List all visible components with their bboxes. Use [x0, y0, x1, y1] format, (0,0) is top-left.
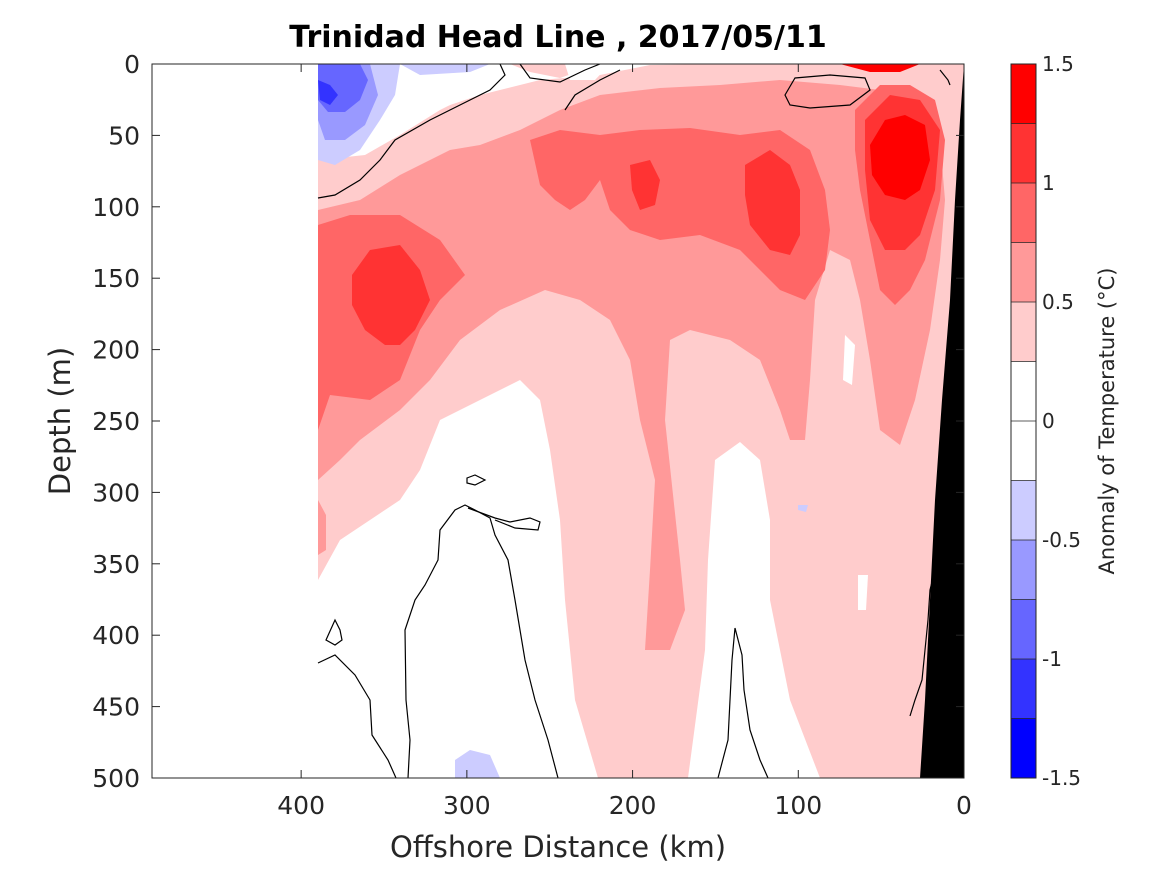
y-tick-label: 200 [92, 336, 140, 365]
zero-contour-top2 [564, 69, 621, 111]
contour-1.25-surface [840, 64, 920, 72]
y-tick-label: 450 [92, 693, 140, 722]
zero-contours [317, 64, 951, 778]
colorbar-swatch [1011, 718, 1036, 778]
zero-contour-top3 [939, 69, 951, 86]
colorbar-swatch [1011, 540, 1036, 600]
zero-contour-deep3 [467, 507, 541, 531]
y-axis-label: Depth (m) [43, 347, 77, 495]
y-axis: 0 50 100 150 200 250 300 350 400 450 500 [92, 50, 964, 793]
colorbar-swatch [1011, 64, 1036, 124]
colorbar-label: Anomaly of Temperature (°C) [1095, 268, 1119, 575]
colorbar-tick-label: -0.5 [1042, 528, 1081, 552]
x-axis-label: Offshore Distance (km) [390, 830, 726, 864]
contour-1.0-mid1 [630, 160, 660, 210]
zero-contour-small-loop [466, 474, 487, 486]
colorbar-swatch [1011, 242, 1036, 302]
colorbar-tick-label: 0 [1042, 409, 1055, 433]
y-tick-label: 350 [92, 550, 140, 579]
seafloor-mask [920, 64, 964, 778]
colorbar-swatch [1011, 659, 1036, 719]
colorbar-tick-label: -1.5 [1042, 766, 1081, 790]
x-tick-label: 400 [277, 791, 325, 820]
zero-contour-small-loop2 [325, 618, 343, 646]
zero-contour-top1 [519, 64, 601, 83]
x-tick-label: 300 [443, 791, 491, 820]
colorbar-tick-label: -1 [1042, 647, 1062, 671]
colorbar-tick-label: 1.5 [1042, 52, 1074, 76]
contour-1.0-mid2 [745, 150, 800, 255]
contour-1.0-left [352, 245, 430, 345]
chart-title: Trinidad Head Line , 2017/05/11 [289, 20, 826, 55]
zero-contour-mid [717, 627, 769, 778]
y-tick-label: 0 [124, 50, 140, 79]
colorbar-swatch [1011, 421, 1036, 481]
contour-0.5-deep-left [318, 500, 326, 555]
contour-field [318, 64, 964, 778]
zero-contour-upper-left [317, 64, 506, 199]
contour-0-gap2 [858, 575, 868, 610]
y-tick-label: 100 [92, 193, 140, 222]
colorbar-tick-label: 1 [1042, 171, 1055, 195]
y-tick-label: 500 [92, 764, 140, 793]
zero-contour-loop [784, 74, 871, 109]
colorbar-tick-label: 0.5 [1042, 290, 1074, 314]
x-tick-label: 0 [956, 791, 972, 820]
zero-contour-deep2 [404, 504, 559, 778]
y-tick-label: 150 [92, 264, 140, 293]
colorbar-ticks: 1.5 1 0.5 0 -0.5 -1 -1.5 [1042, 52, 1081, 790]
contour-0-gap3 [565, 64, 610, 80]
y-tick-label: 50 [108, 121, 140, 150]
colorbar [1010, 63, 1037, 779]
colorbar-frame [1010, 63, 1037, 779]
contour-neg0.25-small [798, 505, 808, 512]
colorbar-swatch [1011, 361, 1036, 421]
y-tick-label: 250 [92, 407, 140, 436]
contour-neg0.25-deep [455, 750, 500, 778]
x-tick-label: 200 [609, 791, 657, 820]
colorbar-swatch [1011, 599, 1036, 659]
colorbar-swatch [1011, 480, 1036, 540]
y-tick-label: 400 [92, 621, 140, 650]
contour-1.25-near [870, 115, 930, 200]
colorbar-swatch [1011, 123, 1036, 183]
y-tick-label: 300 [92, 478, 140, 507]
zero-contour-deep1 [317, 654, 397, 778]
colorbar-swatch [1011, 183, 1036, 243]
colorbar-swatch [1011, 302, 1036, 362]
x-tick-label: 100 [774, 791, 822, 820]
x-axis: 400 300 200 100 0 [277, 64, 972, 820]
contour-neg0.25-top [400, 64, 490, 75]
contour-neg1.0-upper [318, 80, 338, 105]
contour-0-gap1 [843, 335, 855, 385]
